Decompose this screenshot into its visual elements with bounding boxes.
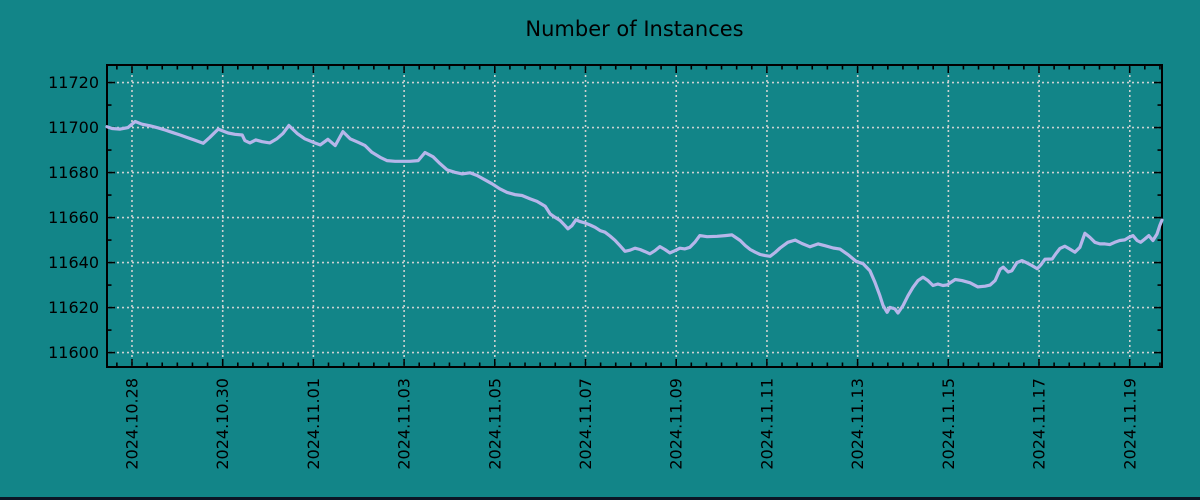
x-tick-label: 2024.11.15 <box>939 378 958 470</box>
x-tick-label: 2024.10.28 <box>122 378 141 470</box>
series-line <box>105 119 1164 315</box>
chart-title: Number of Instances <box>525 17 744 41</box>
y-tick-label: 11600 <box>48 343 99 362</box>
y-tick-label: 11620 <box>48 298 99 317</box>
x-tick-label: 2024.11.01 <box>304 378 323 470</box>
x-tick-label: 2024.11.11 <box>757 378 776 470</box>
bottom-edge-bar <box>0 497 1200 500</box>
x-tick-label: 2024.11.17 <box>1030 378 1049 470</box>
x-tick-label: 2024.11.19 <box>1120 378 1139 470</box>
plot-frame <box>106 64 1163 368</box>
x-tick-label: 2024.11.13 <box>848 378 867 470</box>
x-tick-label: 2024.11.05 <box>485 378 504 470</box>
y-tick-label: 11640 <box>48 253 99 272</box>
y-tick-label: 11700 <box>48 118 99 137</box>
y-tick-label: 11680 <box>48 163 99 182</box>
y-tick-label: 11660 <box>48 208 99 227</box>
x-tick-label: 2024.11.07 <box>576 378 595 470</box>
x-tick-label: 2024.11.03 <box>395 378 414 470</box>
x-tick-label: 2024.11.09 <box>667 378 686 470</box>
y-tick-label: 11720 <box>48 73 99 92</box>
x-tick-label: 2024.10.30 <box>213 378 232 470</box>
